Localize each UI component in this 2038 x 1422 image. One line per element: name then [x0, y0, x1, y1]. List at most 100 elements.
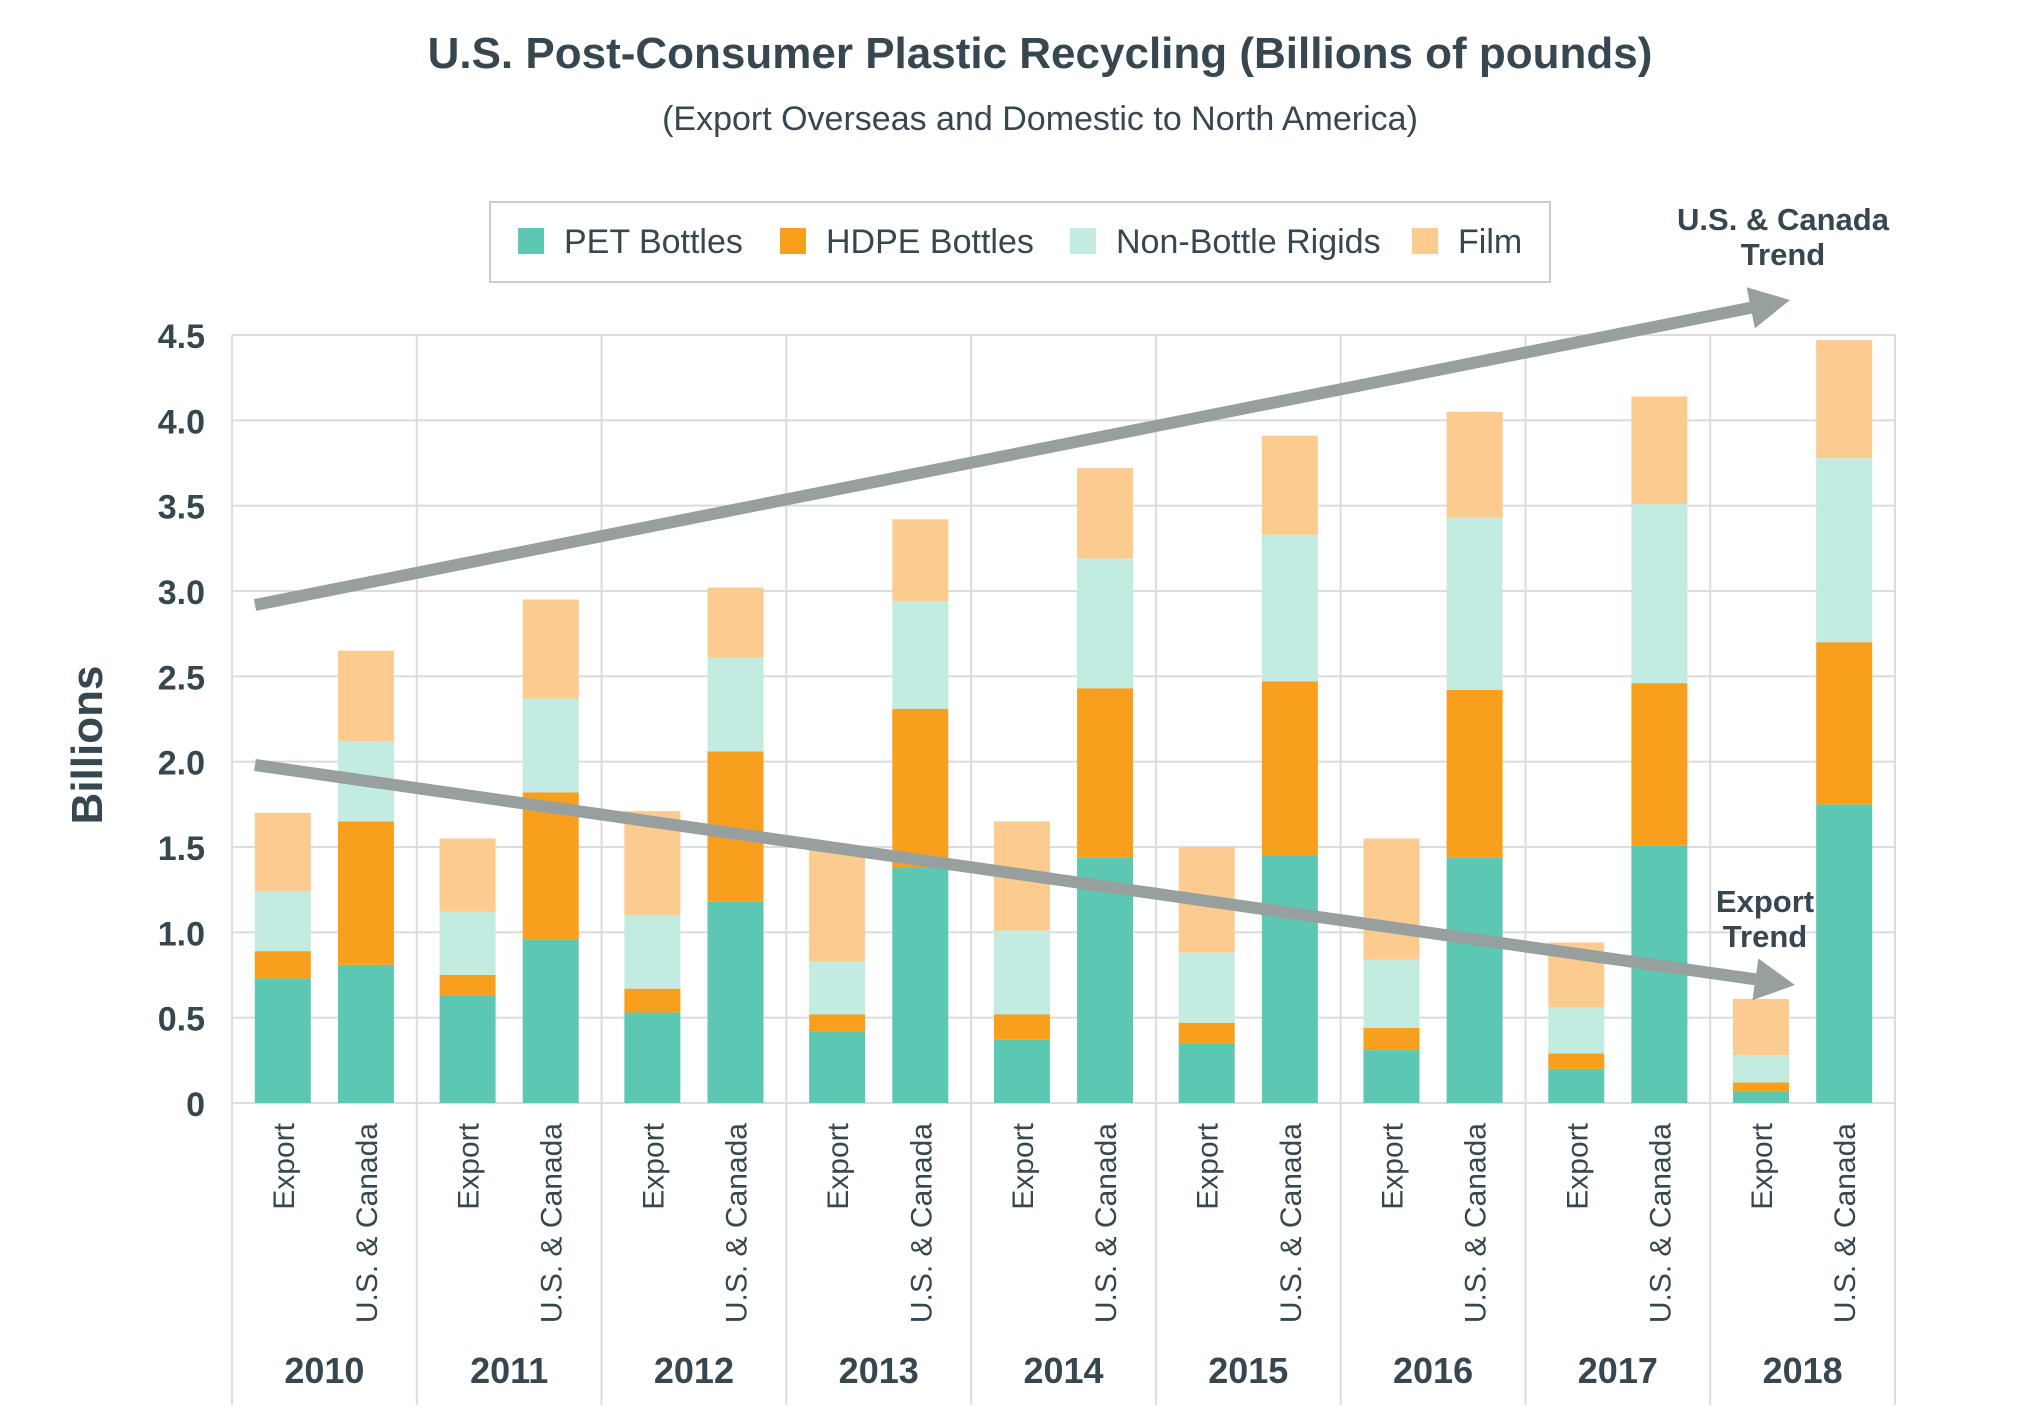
x-year-label: 2012 [654, 1350, 734, 1391]
x-category-label: Export [1007, 1122, 1040, 1209]
bar-segment-hdpe-bottles [993, 1014, 1050, 1040]
bar-segment-hdpe-bottles [337, 821, 394, 965]
x-category-label: U.S. & Canada [1275, 1123, 1308, 1323]
x-category-label: U.S. & Canada [536, 1123, 569, 1323]
x-year-label: 2013 [839, 1350, 919, 1391]
x-category-label: U.S. & Canada [1644, 1123, 1677, 1323]
x-year-label: 2011 [470, 1350, 548, 1391]
bar-segment-non-bottle-rigids [1816, 457, 1873, 643]
bar-segment-non-bottle-rigids [1548, 1007, 1605, 1054]
export-trend-arrow-line [254, 759, 1757, 986]
bar-segment-pet-bottles [254, 978, 311, 1103]
bar-segment-non-bottle-rigids [892, 601, 949, 709]
x-category-label: U.S. & Canada [1829, 1123, 1862, 1323]
bar-segment-non-bottle-rigids [1631, 503, 1688, 684]
bar-segment-non-bottle-rigids [809, 961, 866, 1015]
trend-annotation: Export [1716, 884, 1814, 919]
bar-segment-pet-bottles [1363, 1050, 1420, 1103]
x-category-label: Export [1561, 1122, 1594, 1209]
bar-segment-hdpe-bottles [809, 1014, 866, 1032]
bar-segment-film [1077, 468, 1134, 559]
bar-segment-non-bottle-rigids [1178, 952, 1235, 1023]
bar-segment-non-bottle-rigids [522, 698, 579, 793]
bar-segment-pet-bottles [522, 939, 579, 1103]
bar-segment-film [1816, 340, 1873, 458]
y-tick-label: 1.0 [158, 915, 205, 953]
bar-segment-non-bottle-rigids [707, 657, 764, 752]
bar-segment-hdpe-bottles [1631, 683, 1688, 846]
legend-swatch [1412, 228, 1438, 254]
axes: 0 0.5 1.0 1.5 2.0 2.5 3.0 3.5 4.0 4.5 Billions Expo… [63, 318, 1862, 1391]
y-tick-label: 1.5 [158, 830, 205, 868]
bar-segment-hdpe-bottles [522, 792, 579, 940]
bar-segment-film [1261, 435, 1318, 535]
bar-segment-pet-bottles [1733, 1091, 1790, 1103]
x-year-label: 2018 [1763, 1350, 1843, 1391]
bar-segment-film [1446, 411, 1503, 518]
bar-segment-non-bottle-rigids [1261, 534, 1318, 682]
x-category-label: Export [1192, 1122, 1225, 1209]
bar-segment-non-bottle-rigids [254, 891, 311, 952]
y-tick-label: 3.0 [158, 574, 205, 612]
x-year-label: 2016 [1393, 1350, 1473, 1391]
export-trend-arrow-head [1752, 958, 1795, 1001]
bar-segment-pet-bottles [1261, 855, 1318, 1103]
x-category-label: Export [453, 1122, 486, 1209]
trend-annotation: Trend [1723, 919, 1807, 954]
bar-segment-film [522, 599, 579, 699]
y-tick-label: 2.0 [158, 745, 205, 783]
x-category-label: U.S. & Canada [1090, 1123, 1123, 1323]
bar-segment-hdpe-bottles [1178, 1022, 1235, 1044]
bar-segment-pet-bottles [439, 995, 496, 1103]
us-canada-trend-arrow-head [1746, 287, 1790, 329]
y-tick-label: 0.5 [158, 1001, 205, 1039]
bar-segment-hdpe-bottles [439, 975, 496, 996]
x-category-label: Export [822, 1122, 855, 1209]
bar-segment-hdpe-bottles [1446, 689, 1503, 858]
bar-segment-hdpe-bottles [1077, 688, 1134, 858]
bar-segment-non-bottle-rigids [993, 930, 1050, 1015]
legend-label: HDPE Bottles [826, 223, 1034, 261]
grid [231, 334, 1896, 1405]
y-tick-label: 3.5 [158, 489, 205, 527]
bar-segment-film [337, 650, 394, 742]
chart-subtitle: (Export Overseas and Domestic to North A… [662, 100, 1418, 138]
bar-segment-film [1631, 396, 1688, 504]
legend-swatch [518, 228, 544, 254]
bar-segment-hdpe-bottles [1816, 642, 1873, 805]
bar-segment-film [1733, 998, 1790, 1056]
bar-segment-pet-bottles [1816, 804, 1873, 1103]
bar-segment-non-bottle-rigids [1363, 959, 1420, 1028]
bar-segment-pet-bottles [624, 1012, 681, 1103]
bar-segment-film [809, 847, 866, 962]
x-category-label: Export [268, 1122, 301, 1209]
legend-label: PET Bottles [564, 223, 743, 261]
bar-segment-film [892, 519, 949, 602]
legend-label: Non-Bottle Rigids [1116, 223, 1381, 261]
chart-title: U.S. Post-Consumer Plastic Recycling (Bi… [428, 29, 1653, 78]
legend-swatch [1070, 228, 1096, 254]
bar-segment-non-bottle-rigids [1446, 517, 1503, 690]
x-category-label: U.S. & Canada [1460, 1123, 1493, 1323]
bar-segment-film [707, 587, 764, 658]
bar-segment-film [439, 838, 496, 912]
bar-segment-pet-bottles [993, 1039, 1050, 1103]
trend-annotation: U.S. & Canada [1677, 202, 1890, 237]
bar-segment-film [1363, 838, 1420, 960]
y-tick-label: 0 [186, 1086, 205, 1124]
x-category-label: U.S. & Canada [721, 1123, 754, 1323]
x-category-label: Export [1376, 1122, 1409, 1209]
bar-segment-pet-bottles [1548, 1068, 1605, 1103]
bar-segment-hdpe-bottles [1261, 681, 1318, 856]
legend: PET Bottles HDPE Bottles Non-Bottle Rigids… [489, 201, 1551, 283]
us-canada-trend-arrow-line [253, 301, 1752, 611]
bar-segment-hdpe-bottles [1548, 1053, 1605, 1069]
bar-segment-non-bottle-rigids [1733, 1055, 1790, 1083]
legend-box [489, 201, 1551, 283]
bar-segment-pet-bottles [1446, 857, 1503, 1103]
x-year-label: 2015 [1208, 1350, 1288, 1391]
bar-segment-hdpe-bottles [254, 951, 311, 979]
legend-label: Film [1458, 223, 1522, 261]
